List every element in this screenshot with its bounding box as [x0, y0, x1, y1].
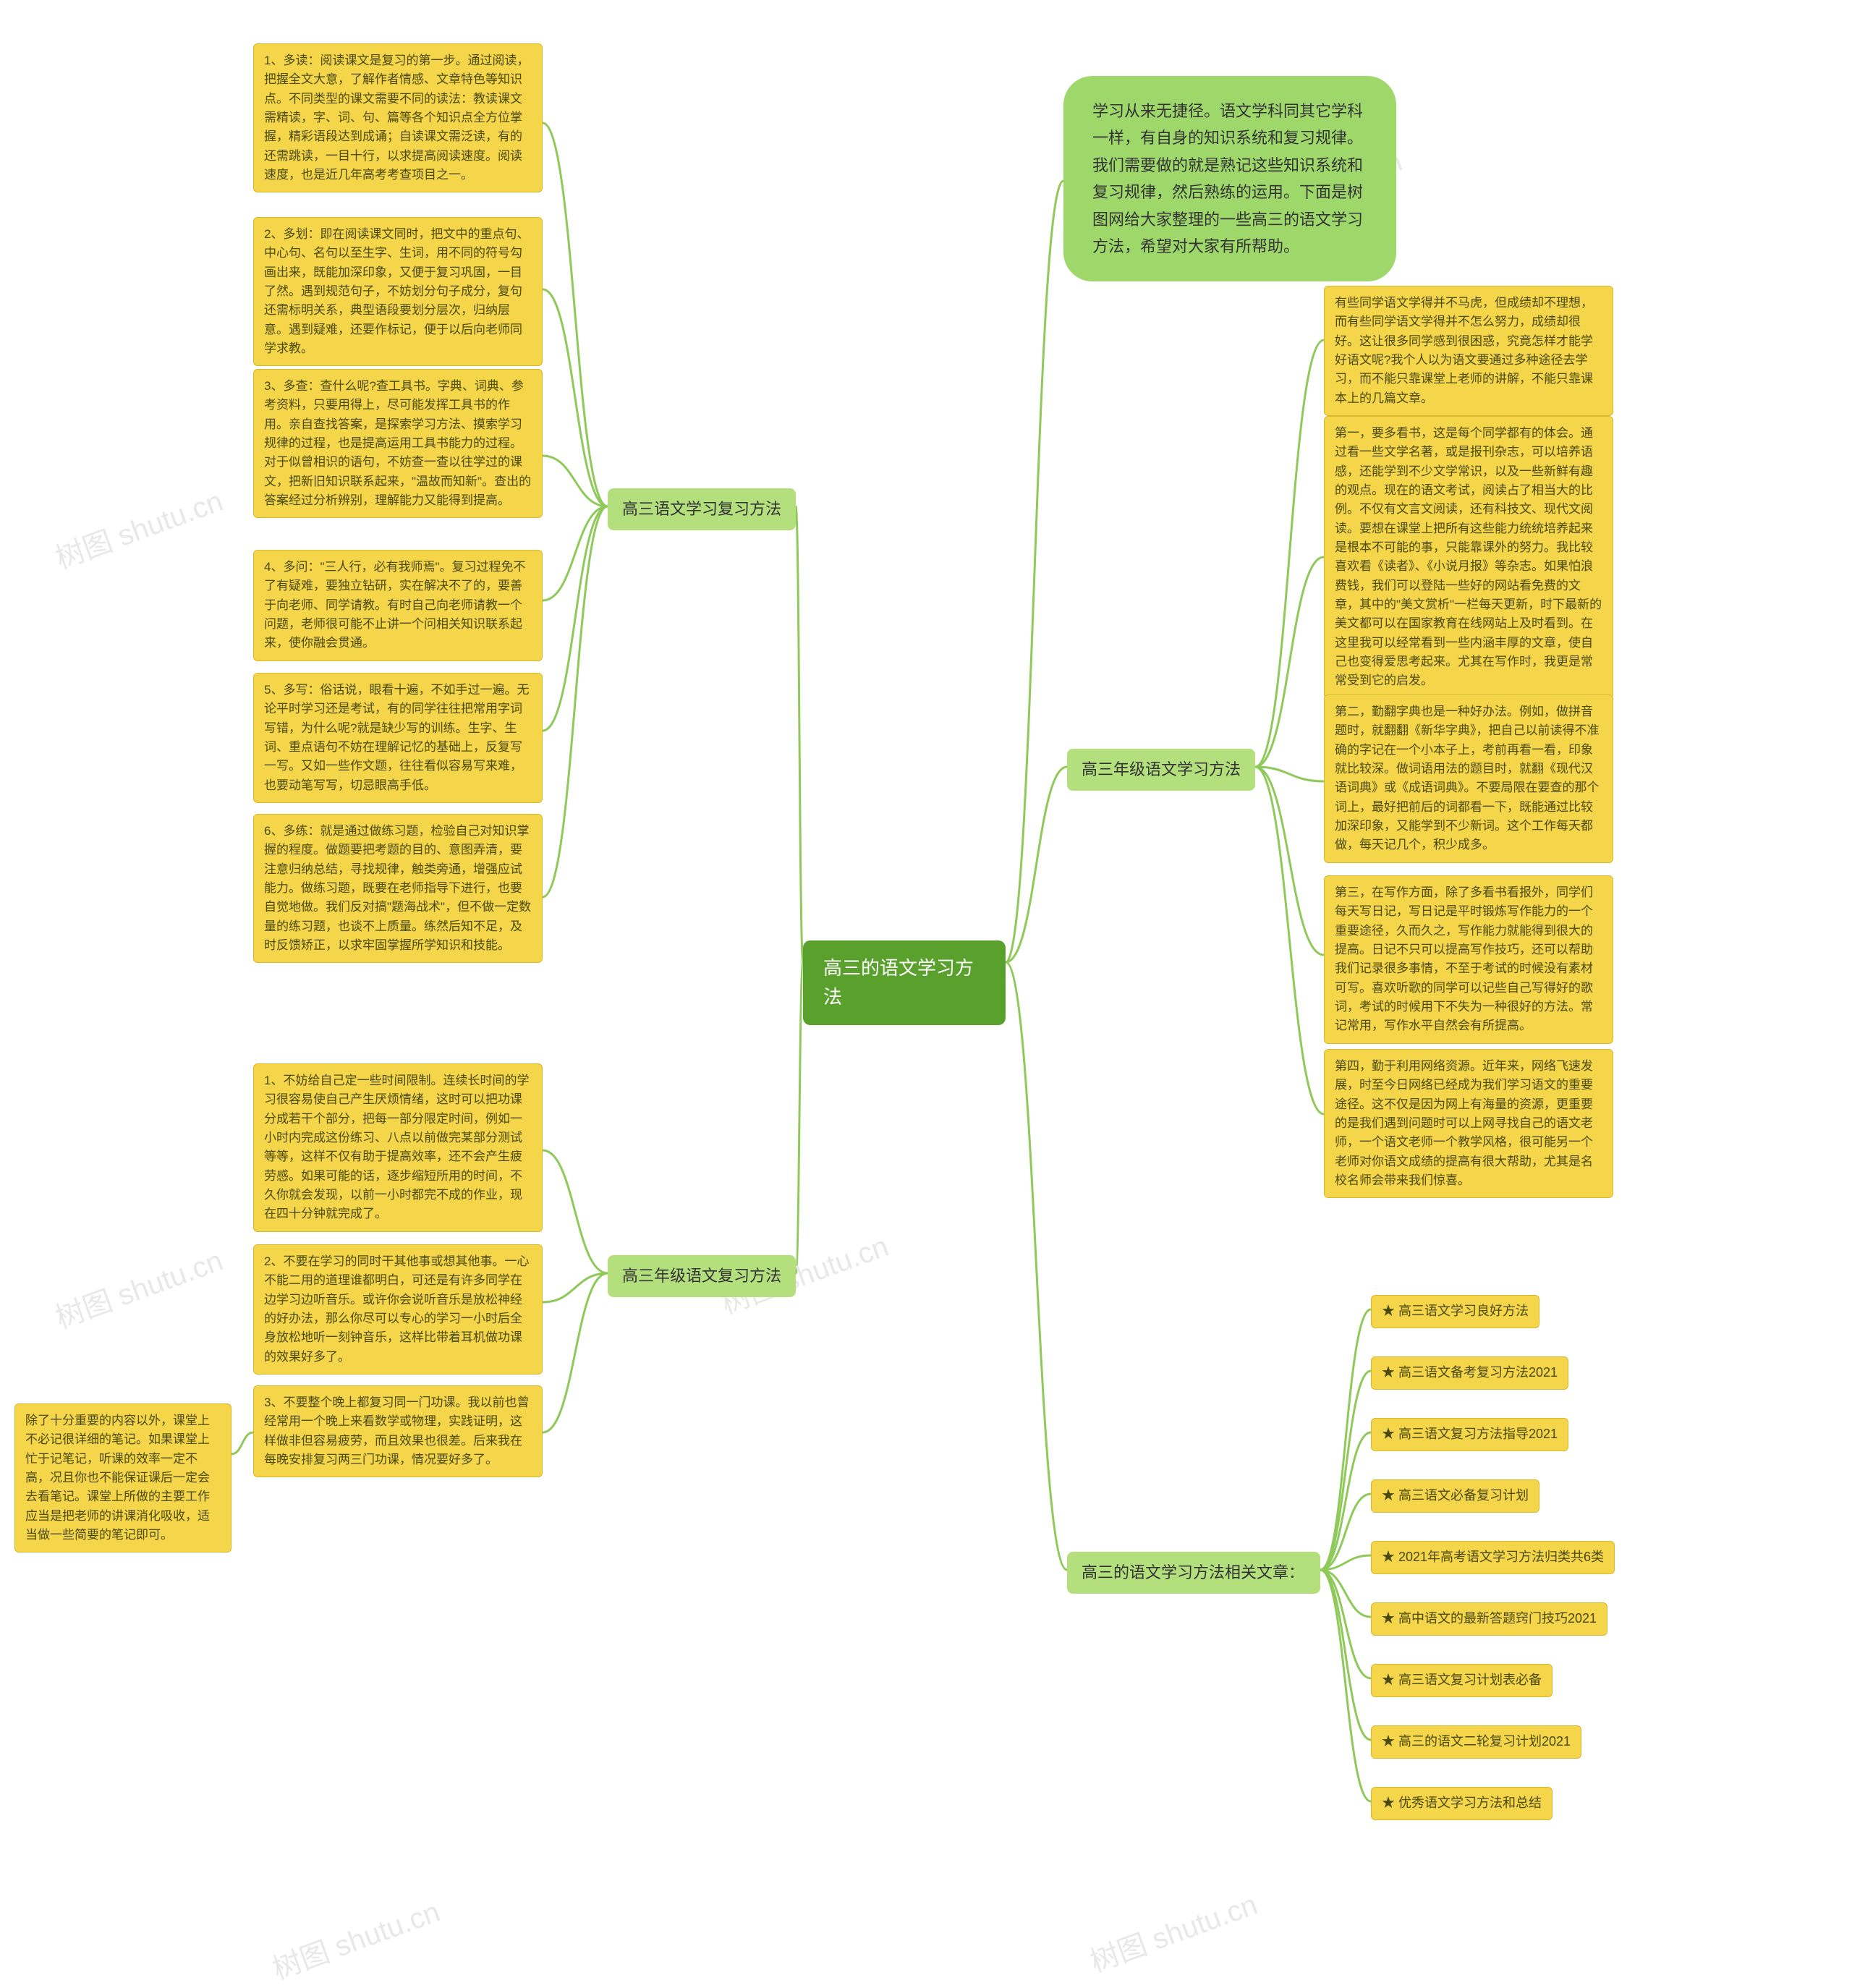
branch-review-methods: 高三语文学习复习方法 — [608, 488, 796, 530]
leaf-node: 第四，勤于利用网络资源。近年来，网络飞速发展，时至今日网络已经成为我们学习语文的… — [1324, 1049, 1613, 1198]
leaf-node: 除了十分重要的内容以外，课堂上不必记很详细的笔记。如果课堂上忙于记笔记，听课的效… — [14, 1403, 232, 1552]
leaf-node: ★ 高三语文复习方法指导2021 — [1371, 1418, 1568, 1451]
leaf-node: 2、不要在学习的同时干其他事或想其他事。一心不能二用的道理谁都明白，可还是有许多… — [253, 1244, 543, 1375]
leaf-node: 3、多查：查什么呢?查工具书。字典、词典、参考资料，只要用得上，尽可能发挥工具书… — [253, 369, 543, 518]
intro-node: 学习从来无捷径。语文学科同其它学科一样，有自身的知识系统和复习规律。我们需要做的… — [1063, 76, 1396, 281]
leaf-node: 2、多划：即在阅读课文同时，把文中的重点句、中心句、名句以至生字、生词，用不同的… — [253, 217, 543, 366]
leaf-node: 第三，在写作方面，除了多看书看报外，同学们每天写日记，写日记是平时锻炼写作能力的… — [1324, 875, 1613, 1044]
watermark-text: 树图 shutu.cn — [266, 1888, 445, 1987]
leaf-node: ★ 高中语文的最新答题窍门技巧2021 — [1371, 1602, 1607, 1636]
branch-grade-review-methods: 高三年级语文复习方法 — [608, 1255, 796, 1297]
leaf-node: 5、多写：俗话说，眼看十遍，不如手过一遍。无论平时学习还是考试，有的同学往往把常… — [253, 673, 543, 803]
branch-related-articles: 高三的语文学习方法相关文章： — [1067, 1552, 1320, 1594]
leaf-node: ★ 高三语文学习良好方法 — [1371, 1295, 1539, 1328]
leaf-node: 1、多读：阅读课文是复习的第一步。通过阅读，把握全文大意，了解作者情感、文章特色… — [253, 43, 543, 192]
leaf-node: ★ 2021年高考语文学习方法归类共6类 — [1371, 1541, 1615, 1574]
leaf-node: ★ 优秀语文学习方法和总结 — [1371, 1787, 1552, 1820]
leaf-node: 第一，要多看书，这是每个同学都有的体会。通过看一些文学名著，或是报刊杂志，可以培… — [1324, 416, 1613, 699]
leaf-node: 有些同学语文学得并不马虎，但成绩却不理想，而有些同学语文学得并不怎么努力，成绩却… — [1324, 286, 1613, 416]
leaf-node: ★ 高三语文备考复习方法2021 — [1371, 1356, 1568, 1390]
leaf-node: 6、多练：就是通过做练习题，检验自己对知识掌握的程度。做题要把考题的目的、意图弄… — [253, 814, 543, 963]
watermark-text: 树图 shutu.cn — [48, 477, 228, 577]
branch-grade-study-methods: 高三年级语文学习方法 — [1067, 749, 1255, 791]
leaf-node: 第二，勤翻字典也是一种好办法。例如，做拼音题时，就翻翻《新华字典》，把自己以前读… — [1324, 694, 1613, 863]
leaf-node: 4、多问："三人行，必有我师焉"。复习过程免不了有疑难，要独立钻研，实在解决不了… — [253, 550, 543, 661]
watermark-text: 树图 shutu.cn — [1083, 1881, 1262, 1980]
leaf-node: ★ 高三语文复习计划表必备 — [1371, 1664, 1552, 1697]
leaf-node: 1、不妨给自己定一些时间限制。连续长时间的学习很容易使自己产生厌烦情绪，这时可以… — [253, 1063, 543, 1232]
leaf-node: 3、不要整个晚上都复习同一门功课。我以前也曾经常用一个晚上来看数学或物理，实践证… — [253, 1385, 543, 1477]
watermark-text: 树图 shutu.cn — [48, 1237, 228, 1336]
leaf-node: ★ 高三的语文二轮复习计划2021 — [1371, 1725, 1581, 1759]
center-node: 高三的语文学习方法 — [803, 940, 1006, 1025]
leaf-node: ★ 高三语文必备复习计划 — [1371, 1479, 1539, 1513]
